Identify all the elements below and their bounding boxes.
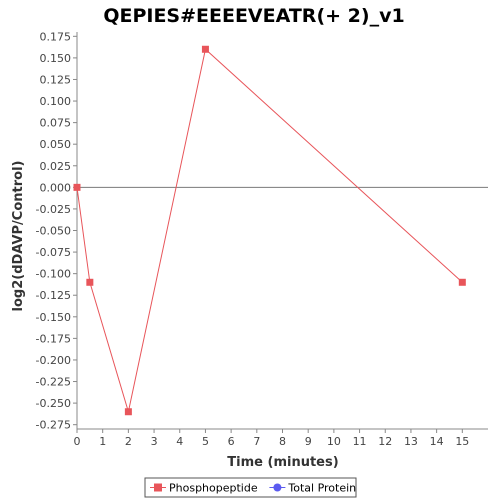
x-tick-label: 3	[151, 435, 158, 448]
y-tick-label: -0.050	[36, 225, 71, 238]
data-point	[201, 45, 209, 53]
x-tick-label: 7	[253, 435, 260, 448]
x-tick-label: 10	[327, 435, 341, 448]
y-tick-label: -0.075	[36, 246, 71, 259]
legend-marker	[273, 483, 282, 492]
y-tick-label: 0.100	[40, 95, 72, 108]
x-tick-label: 11	[353, 435, 367, 448]
y-tick-label: -0.125	[36, 289, 71, 302]
data-point	[73, 183, 81, 191]
y-tick-label: -0.200	[36, 354, 71, 367]
y-tick-label: 0.000	[40, 181, 72, 194]
legend-entry-label: Phosphopeptide	[169, 482, 258, 495]
x-tick-label: 5	[202, 435, 209, 448]
y-tick-label: -0.275	[36, 419, 71, 432]
y-tick-label: 0.075	[40, 117, 72, 130]
y-tick-label: 0.025	[40, 160, 72, 173]
legend-entry-label: Total Protein	[287, 482, 356, 495]
x-tick-label: 4	[176, 435, 183, 448]
x-tick-label: 14	[430, 435, 444, 448]
x-tick-label: 0	[74, 435, 81, 448]
data-point	[124, 408, 132, 416]
y-tick-label: -0.100	[36, 268, 71, 281]
x-tick-label: 6	[228, 435, 235, 448]
y-axis-label: log2(dDAVP/Control)	[11, 161, 26, 312]
y-tick-label: -0.150	[36, 311, 71, 324]
x-tick-label: 2	[125, 435, 132, 448]
y-tick-label: 0.050	[40, 138, 72, 151]
data-point	[86, 278, 94, 286]
x-tick-label: 9	[305, 435, 312, 448]
y-tick-label: 0.125	[40, 73, 72, 86]
x-tick-label: 8	[279, 435, 286, 448]
legend: Phosphopeptide Total Protein	[144, 477, 357, 498]
y-tick-label: -0.175	[36, 332, 71, 345]
x-tick-label: 13	[404, 435, 418, 448]
x-tick-label: 12	[378, 435, 392, 448]
x-tick-label: 1	[99, 435, 106, 448]
y-tick-label: -0.225	[36, 376, 71, 389]
y-tick-label: 0.150	[40, 52, 72, 65]
x-tick-label: 15	[455, 435, 469, 448]
chart-title: QEPIES#EEEEVEATR(+ 2)_v1	[103, 5, 404, 27]
y-tick-label: -0.025	[36, 203, 71, 216]
legend-box	[144, 477, 357, 498]
y-tick-label: 0.175	[40, 30, 72, 43]
y-tick-label: -0.250	[36, 397, 71, 410]
data-point	[458, 278, 466, 286]
x-axis-label: Time (minutes)	[227, 455, 338, 470]
plot-area: 0.175 0.150 0.125 0.100 0.075 0.050 0.025 0.000…	[36, 30, 488, 448]
legend-marker	[154, 483, 162, 492]
plot-background	[77, 32, 488, 429]
